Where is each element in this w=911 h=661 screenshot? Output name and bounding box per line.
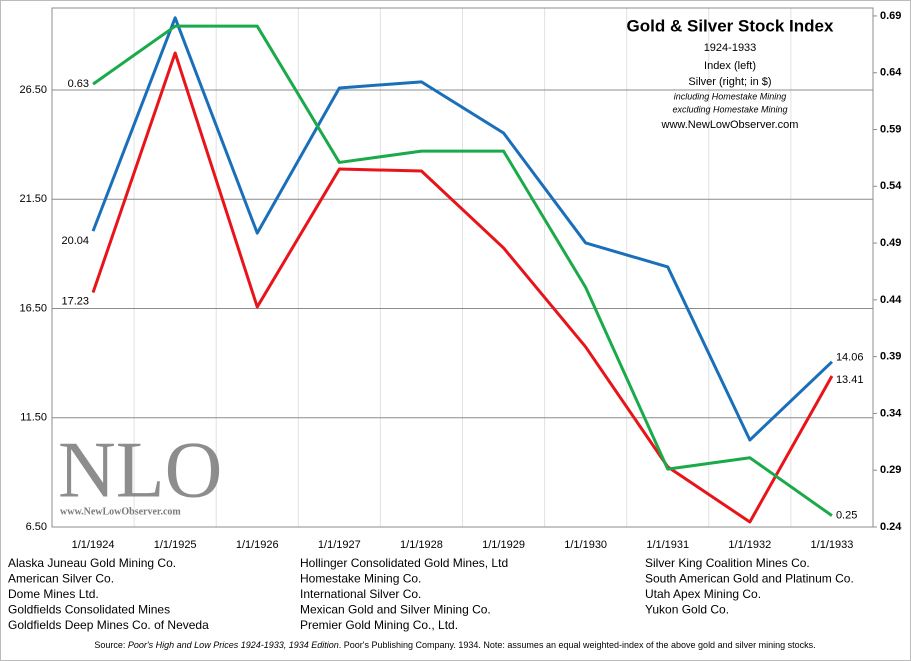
company-name: Hollinger Consolidated Gold Mines, Ltd — [300, 556, 508, 570]
company-name: South American Gold and Platinum Co. — [645, 572, 854, 586]
x-tick-label: 1/1/1930 — [564, 539, 607, 551]
y-tick-label: 26.50 — [19, 84, 47, 96]
data-label: 17.23 — [62, 295, 90, 307]
x-tick-label: 1/1/1933 — [811, 539, 854, 551]
data-label: 14.06 — [836, 352, 864, 364]
y2-tick-label: 0.39 — [880, 351, 901, 363]
source-prefix: Source: — [94, 640, 128, 650]
y-tick-label: 11.50 — [20, 412, 47, 424]
company-name: Goldfields Deep Mines Co. of Neveda — [8, 618, 209, 632]
x-tick-label: 1/1/1927 — [318, 539, 361, 551]
x-tick-label: 1/1/1932 — [728, 539, 771, 551]
plot-frame — [51, 7, 874, 528]
watermark-logo: NLO — [58, 426, 222, 514]
data-label: 13.41 — [836, 374, 864, 386]
y-tick-label: 6.50 — [26, 521, 47, 533]
company-name: Goldfields Consolidated Mines — [8, 603, 170, 617]
data-label: 0.25 — [836, 510, 857, 522]
company-name: American Silver Co. — [8, 572, 114, 586]
company-name: International Silver Co. — [300, 587, 421, 601]
annotation: www.NewLowObserver.com — [661, 119, 799, 131]
x-tick-label: 1/1/1926 — [236, 539, 279, 551]
x-tick-label: 1/1/1931 — [646, 539, 689, 551]
legend-entry: including Homestake Mining — [674, 91, 787, 101]
source-rest: . Poor's Publishing Company. 1934. Note:… — [339, 640, 816, 650]
series-line — [92, 24, 833, 517]
series-line — [91, 16, 833, 442]
chart-subtitle: 1924-1933 — [704, 42, 757, 54]
x-tick-label: 1/1/1924 — [72, 539, 115, 551]
source-title: Poor's High and Low Prices 1924-1933, 19… — [128, 640, 339, 650]
y-tick-label: 16.50 — [19, 302, 47, 314]
y2-tick-label: 0.69 — [880, 10, 901, 22]
y2-tick-label: 0.59 — [880, 123, 901, 135]
data-label: 0.63 — [68, 78, 89, 90]
y-tick-label: 21.50 — [19, 193, 47, 205]
watermark-url: www.NewLowObserver.com — [60, 506, 181, 517]
company-name: Yukon Gold Co. — [645, 603, 729, 617]
chart-title: Gold & Silver Stock Index — [627, 16, 834, 35]
x-tick-label: 1/1/1929 — [482, 539, 525, 551]
company-name: Alaska Juneau Gold Mining Co. — [8, 556, 176, 570]
annotation: Index (left) — [704, 60, 756, 72]
company-name: Silver King Coalition Mines Co. — [645, 556, 810, 570]
x-tick-label: 1/1/1925 — [154, 539, 197, 551]
y2-tick-label: 0.49 — [880, 237, 901, 249]
series-line — [91, 51, 834, 524]
y2-tick-label: 0.54 — [880, 180, 902, 192]
company-name: Premier Gold Mining Co., Ltd. — [300, 618, 458, 632]
legend-entry: Silver (right; in $) — [688, 76, 771, 88]
company-name: Homestake Mining Co. — [300, 572, 421, 586]
x-tick-label: 1/1/1928 — [400, 539, 443, 551]
company-name: Mexican Gold and Silver Mining Co. — [300, 603, 491, 617]
y2-tick-label: 0.29 — [880, 464, 901, 476]
source-note: Source: Poor's High and Low Prices 1924-… — [94, 640, 815, 650]
y2-tick-label: 0.44 — [880, 294, 902, 306]
legend-entry: excluding Homestake Mining — [672, 104, 787, 114]
data-label: 20.04 — [62, 235, 90, 247]
y2-tick-label: 0.34 — [880, 407, 902, 419]
company-name: Dome Mines Ltd. — [8, 587, 99, 601]
company-name: Utah Apex Mining Co. — [645, 587, 761, 601]
y2-tick-label: 0.24 — [880, 521, 902, 533]
y2-tick-label: 0.64 — [880, 67, 902, 79]
